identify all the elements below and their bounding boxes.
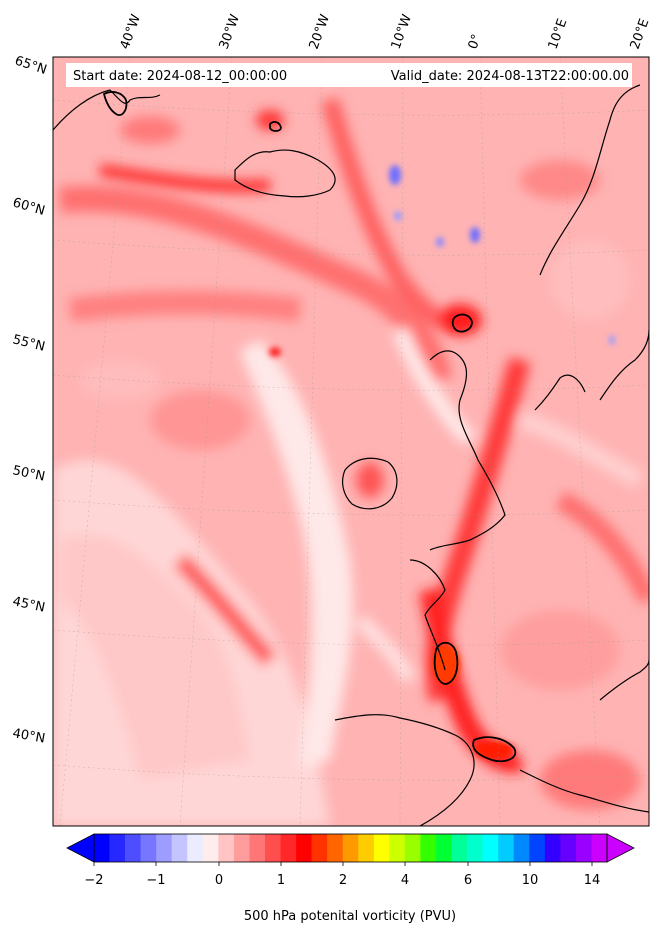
colorbar-segment [296,834,312,862]
pv-2-contours [102,91,517,763]
colorbar-segment [389,834,406,862]
longitude-labels: 40°W 30°W 20°W 10°W 0° 10°E 20°E [118,12,653,51]
lon-label: 40°W [118,12,144,51]
lon-label: 30°W [217,12,243,51]
colorbar-segment [202,834,219,862]
colorbar-segment [280,834,297,862]
header-box [66,63,632,87]
graticule [53,57,649,826]
colorbar-title: 500 hPa potenital vorticity (PVU) [244,909,456,924]
lat-label: 40°N [11,726,46,746]
colorbar-segment [327,834,344,862]
colorbar-frame [93,833,608,863]
colorbar-segment [233,834,250,862]
colorbar-segment [560,834,577,862]
colorbar-segment [156,834,173,862]
norway-coast [539,84,641,276]
colorbar-segment [311,834,328,862]
colorbar-segment [94,834,110,862]
lat-label: 50°N [11,463,46,484]
colorbar-segment [373,834,390,862]
colorbar-over-triangle [606,833,635,863]
lat-label: 55°N [11,332,46,354]
colorbar-segment [342,834,359,862]
denmark-coast [534,374,586,411]
scotland-coast [429,350,479,461]
colorbar-tick-label: 10 [522,873,539,888]
colorbar-segment [420,834,437,862]
start-date-text: Start date: 2024-08-12_00:00:00 [73,69,287,84]
colorbar-tick-label: 4 [401,873,409,888]
colorbar-tick-label: −2 [84,873,103,888]
map-panel [53,57,649,826]
lon-label: 10°E [546,17,571,52]
colorbar-ticks [93,862,593,866]
africa-coast [519,769,649,813]
map-frame [52,56,650,827]
lon-label: 0° [466,32,485,51]
colorbar-under-triangle [66,833,95,863]
colorbar-segment [358,834,375,862]
pv-peaks [269,165,615,759]
colorbar-segment [140,834,157,862]
colorbar-segment [575,834,592,862]
colorbar-segment [467,834,483,862]
lat-label: 45°N [11,594,46,615]
colorbar-segment [591,834,608,862]
italy-coast [599,659,649,701]
colorbar-segment [218,834,235,862]
colorbar-segment [482,834,499,862]
france-coast [409,559,446,671]
colorbar: −2 −1 0 1 2 4 6 10 14 500 hPa potenital … [66,833,635,924]
colorbar-segment [544,834,561,862]
colorbar-segment [109,834,126,862]
colorbar-segment [265,834,281,862]
greenland-coast [53,89,161,131]
colorbar-segment [171,834,188,862]
colorbar-tick-label: 2 [339,873,347,888]
colorbar-segment [249,834,266,862]
colorbar-tick-label: 14 [584,873,601,888]
lat-label: 60°N [11,195,47,218]
ireland-coast [342,457,398,510]
colorbar-segment [436,834,452,862]
latitude-labels: 65°N 60°N 55°N 50°N 45°N 40°N [11,54,49,747]
colorbar-tick-label: 0 [215,873,223,888]
valid-date-text: Valid_date: 2024-08-13T22:00:00.00 [391,69,629,84]
lon-label: 20°W [307,12,333,51]
colorbar-tick-label: 1 [277,873,285,888]
iceland-coast [234,149,336,198]
colorbar-segments [94,834,608,862]
colorbar-segment [187,834,204,862]
coastlines [53,84,649,826]
iberia-coast [334,714,475,826]
lat-label: 65°N [13,54,49,78]
colorbar-segment [529,834,546,862]
colorbar-segment [451,834,468,862]
colorbar-segment [125,834,141,862]
britain-east-coast [429,459,506,551]
colorbar-tick-label: 6 [464,873,472,888]
lon-label: 20°E [628,17,653,52]
colorbar-segment [404,834,421,862]
colorbar-segment [513,834,530,862]
colorbar-tick-label: −1 [146,873,165,888]
baltic-coast [599,329,649,401]
lon-label: 10°W [389,12,415,51]
colorbar-segment [498,834,515,862]
